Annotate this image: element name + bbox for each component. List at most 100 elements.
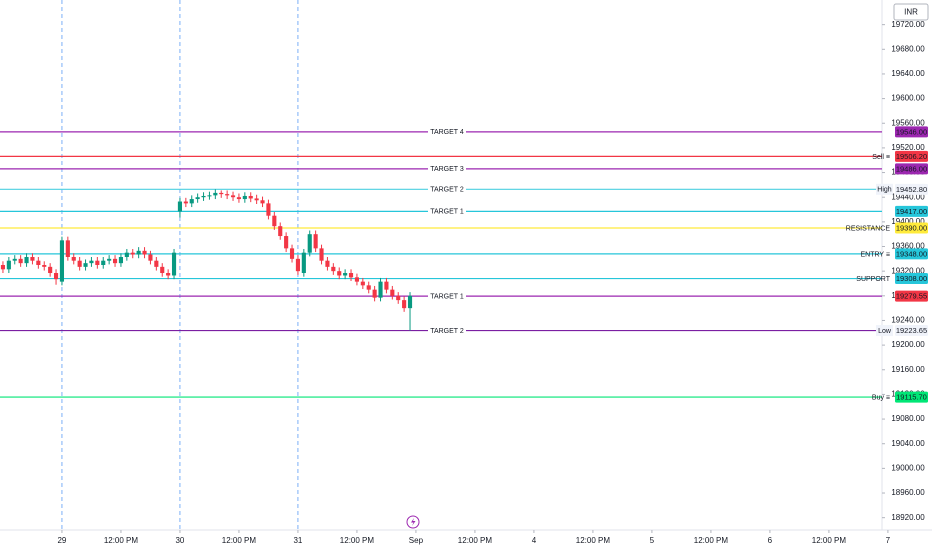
candle-body (53, 273, 59, 280)
level-value-label-bg (895, 150, 928, 162)
candle-body (260, 200, 265, 204)
marker-value: 19223.65 (896, 326, 927, 335)
candle-body (366, 285, 371, 290)
candle-body (242, 195, 247, 200)
y-tick-label: 19200.00 (891, 340, 925, 349)
candle-body (24, 256, 29, 264)
candle-body (77, 260, 82, 267)
level-name: TARGET 4 (430, 129, 464, 136)
level-name-bg (428, 291, 466, 302)
x-tick-label: 4 (532, 536, 537, 545)
candle-body (42, 265, 47, 267)
candle-body (319, 248, 324, 261)
y-tick-label: 19320.00 (891, 266, 925, 275)
currency-box[interactable] (893, 3, 929, 21)
candle-body (101, 260, 106, 265)
level-name-bg (428, 126, 466, 137)
candle-body (0, 265, 6, 270)
candle-body (396, 295, 401, 301)
candle-body (112, 258, 118, 264)
y-tick-label: 19080.00 (891, 414, 925, 423)
candle-body (230, 195, 236, 198)
currency-label: INR (904, 8, 918, 17)
candle-body (384, 281, 389, 290)
y-tick-label: 19680.00 (891, 44, 925, 53)
level-value-label-bg (895, 222, 928, 234)
grid-layer (61, 0, 299, 530)
candle-body (118, 256, 124, 264)
candle-body (360, 281, 365, 286)
y-tick-label: 19040.00 (891, 439, 925, 448)
y-tick-label: 19240.00 (891, 316, 925, 325)
level-value-label: 19486.00 (896, 164, 927, 173)
candle-body (295, 258, 300, 272)
candle-body (59, 240, 65, 282)
candle-body (337, 271, 342, 276)
candle-body (48, 266, 53, 274)
x-tick-label: 12:00 PM (104, 536, 139, 545)
level-value-label: 19390.00 (896, 224, 927, 233)
marker-value-bg (895, 325, 928, 337)
marker-name: High (877, 187, 892, 194)
y-tick-label: 19440.00 (891, 192, 925, 201)
candle-body (225, 194, 230, 196)
marker-name-bg (876, 183, 893, 195)
candle-body (189, 199, 194, 204)
event-bolt (411, 518, 416, 526)
x-tick-label: 12:00 PM (458, 536, 493, 545)
candle-body (89, 260, 94, 264)
y-tick-label: 19160.00 (891, 365, 925, 374)
candle-body (177, 201, 183, 212)
level-value-label: 19115.70 (896, 393, 927, 402)
level-value-label: 19506.20 (896, 152, 927, 161)
candle-body (331, 266, 336, 272)
candle-body (36, 260, 41, 265)
candle-body (83, 263, 88, 267)
candle-body (313, 234, 318, 249)
candle-body (407, 295, 413, 309)
candle-body (390, 289, 395, 296)
level-value-label-bg (895, 248, 928, 260)
candle-body (201, 195, 206, 198)
level-name: Sell ≡ (872, 154, 890, 161)
level-name: RESISTANCE (846, 225, 891, 232)
candle-body (171, 252, 177, 276)
candle-body (307, 234, 312, 253)
level-value-label-bg (895, 273, 928, 285)
candle-body (343, 273, 348, 276)
x-tick-label: 31 (293, 536, 302, 545)
y-tick-label: 18920.00 (891, 513, 925, 522)
candle-body (219, 192, 224, 195)
level-value-label: 19279.55 (896, 292, 927, 301)
candle-body (284, 236, 289, 249)
candle-body (6, 260, 11, 270)
marker-name: Low (878, 328, 892, 335)
level-name: TARGET 2 (430, 187, 464, 194)
candle-body (207, 195, 212, 197)
x-tick-label: 12:00 PM (222, 536, 257, 545)
candle-body (130, 252, 135, 255)
marker-value: 19452.80 (896, 185, 927, 194)
candle-body (154, 260, 159, 267)
candle-body (301, 252, 306, 274)
x-tick-label: 12:00 PM (576, 536, 611, 545)
level-value-label: 19417.00 (896, 207, 927, 216)
y-tick-label: 19360.00 (891, 242, 925, 251)
y-tick-label: 19520.00 (891, 143, 925, 152)
levels-layer: TARGET 4 TARGET 3 TARGET 2 TARGET 1 TARGET 1… (0, 126, 882, 398)
candle-body (166, 273, 171, 276)
candle-body (124, 252, 129, 257)
level-value-label: 19348.00 (896, 249, 927, 258)
level-name: SUPPORT (856, 276, 890, 283)
y-tick-label: 19560.00 (891, 118, 925, 127)
candle-body (254, 198, 259, 201)
level-name-bg (428, 206, 466, 217)
candles-layer (0, 189, 413, 331)
level-name: ENTRY ≡ (860, 251, 890, 258)
level-value-label-bg (895, 290, 928, 302)
badges-layer: 19546.00 Sell ≡ 19506.20 19486.00 19417.00 RE… (846, 126, 928, 403)
level-name: TARGET 1 (430, 209, 464, 216)
candle-body (71, 256, 76, 261)
